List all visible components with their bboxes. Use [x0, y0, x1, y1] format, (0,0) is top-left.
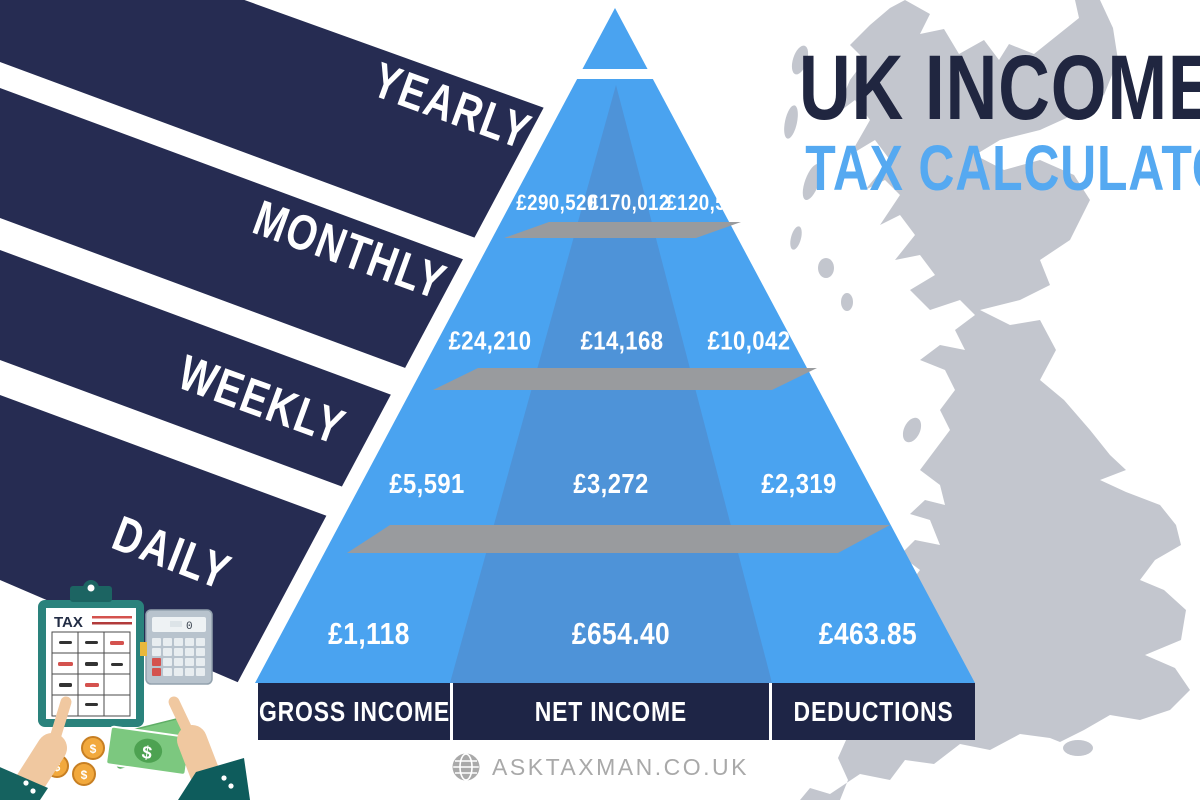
monthly-net-value: £14,168 [580, 325, 664, 356]
svg-text:0: 0 [186, 621, 193, 633]
monthly-deductions-value: £10,042 [707, 325, 791, 356]
column-net-label: NET INCOME [534, 695, 688, 727]
yearly-net-value: £170,012 [588, 190, 670, 215]
column-gross-income: GROSS INCOME [258, 683, 450, 740]
footer: ASKTAXMAN.CO.UK [0, 752, 1200, 782]
daily-gross-value: £1,118 [328, 616, 410, 651]
title-line-2: TAX CALCULATOR [805, 132, 1200, 204]
tax-clipboard-icon: TAX [38, 580, 144, 727]
svg-text:$: $ [81, 768, 88, 782]
title-line-1: UK INCOME [798, 37, 1200, 139]
yearly-deductions-value: £120,508 [666, 190, 748, 215]
daily-deductions-value: £463.85 [818, 616, 918, 651]
monthly-gross-value: £24,210 [448, 325, 532, 356]
column-deductions: DEDUCTIONS [772, 683, 975, 740]
weekly-net-value: £3,272 [573, 468, 649, 499]
column-deductions-label: DEDUCTIONS [793, 695, 954, 727]
yearly-gross-value: £290,520 [516, 190, 598, 215]
pointing-hand-icon [0, 696, 72, 800]
separator-monthly-weekly [433, 368, 817, 390]
bar-divider [769, 683, 772, 740]
column-gross-label: GROSS INCOME [258, 695, 450, 727]
website-link[interactable]: ASKTAXMAN.CO.UK [492, 753, 749, 780]
svg-text:TAX: TAX [54, 614, 83, 631]
separator-weekly-daily [347, 525, 890, 553]
tax-illustration: TAX [0, 580, 250, 800]
pointing-hand-icon [168, 696, 250, 800]
separator-yearly-monthly [504, 222, 741, 238]
svg-text:$: $ [141, 742, 154, 763]
bar-divider [450, 683, 453, 740]
weekly-deductions-value: £2,319 [761, 468, 837, 499]
daily-net-value: £654.40 [571, 616, 671, 651]
svg-text:$: $ [90, 742, 97, 756]
column-header-bar: GROSS INCOME NET INCOME DEDUCTIONS [258, 683, 975, 740]
page-title: UK INCOME TAX CALCULATOR [740, 42, 1200, 200]
pyramid-apex-gap [574, 69, 656, 79]
calculator-icon: 0 [140, 609, 213, 685]
column-net-income: NET INCOME [453, 683, 769, 740]
globe-icon [452, 753, 480, 781]
weekly-gross-value: £5,591 [389, 468, 465, 499]
money-bills-icon: $ [105, 717, 192, 776]
